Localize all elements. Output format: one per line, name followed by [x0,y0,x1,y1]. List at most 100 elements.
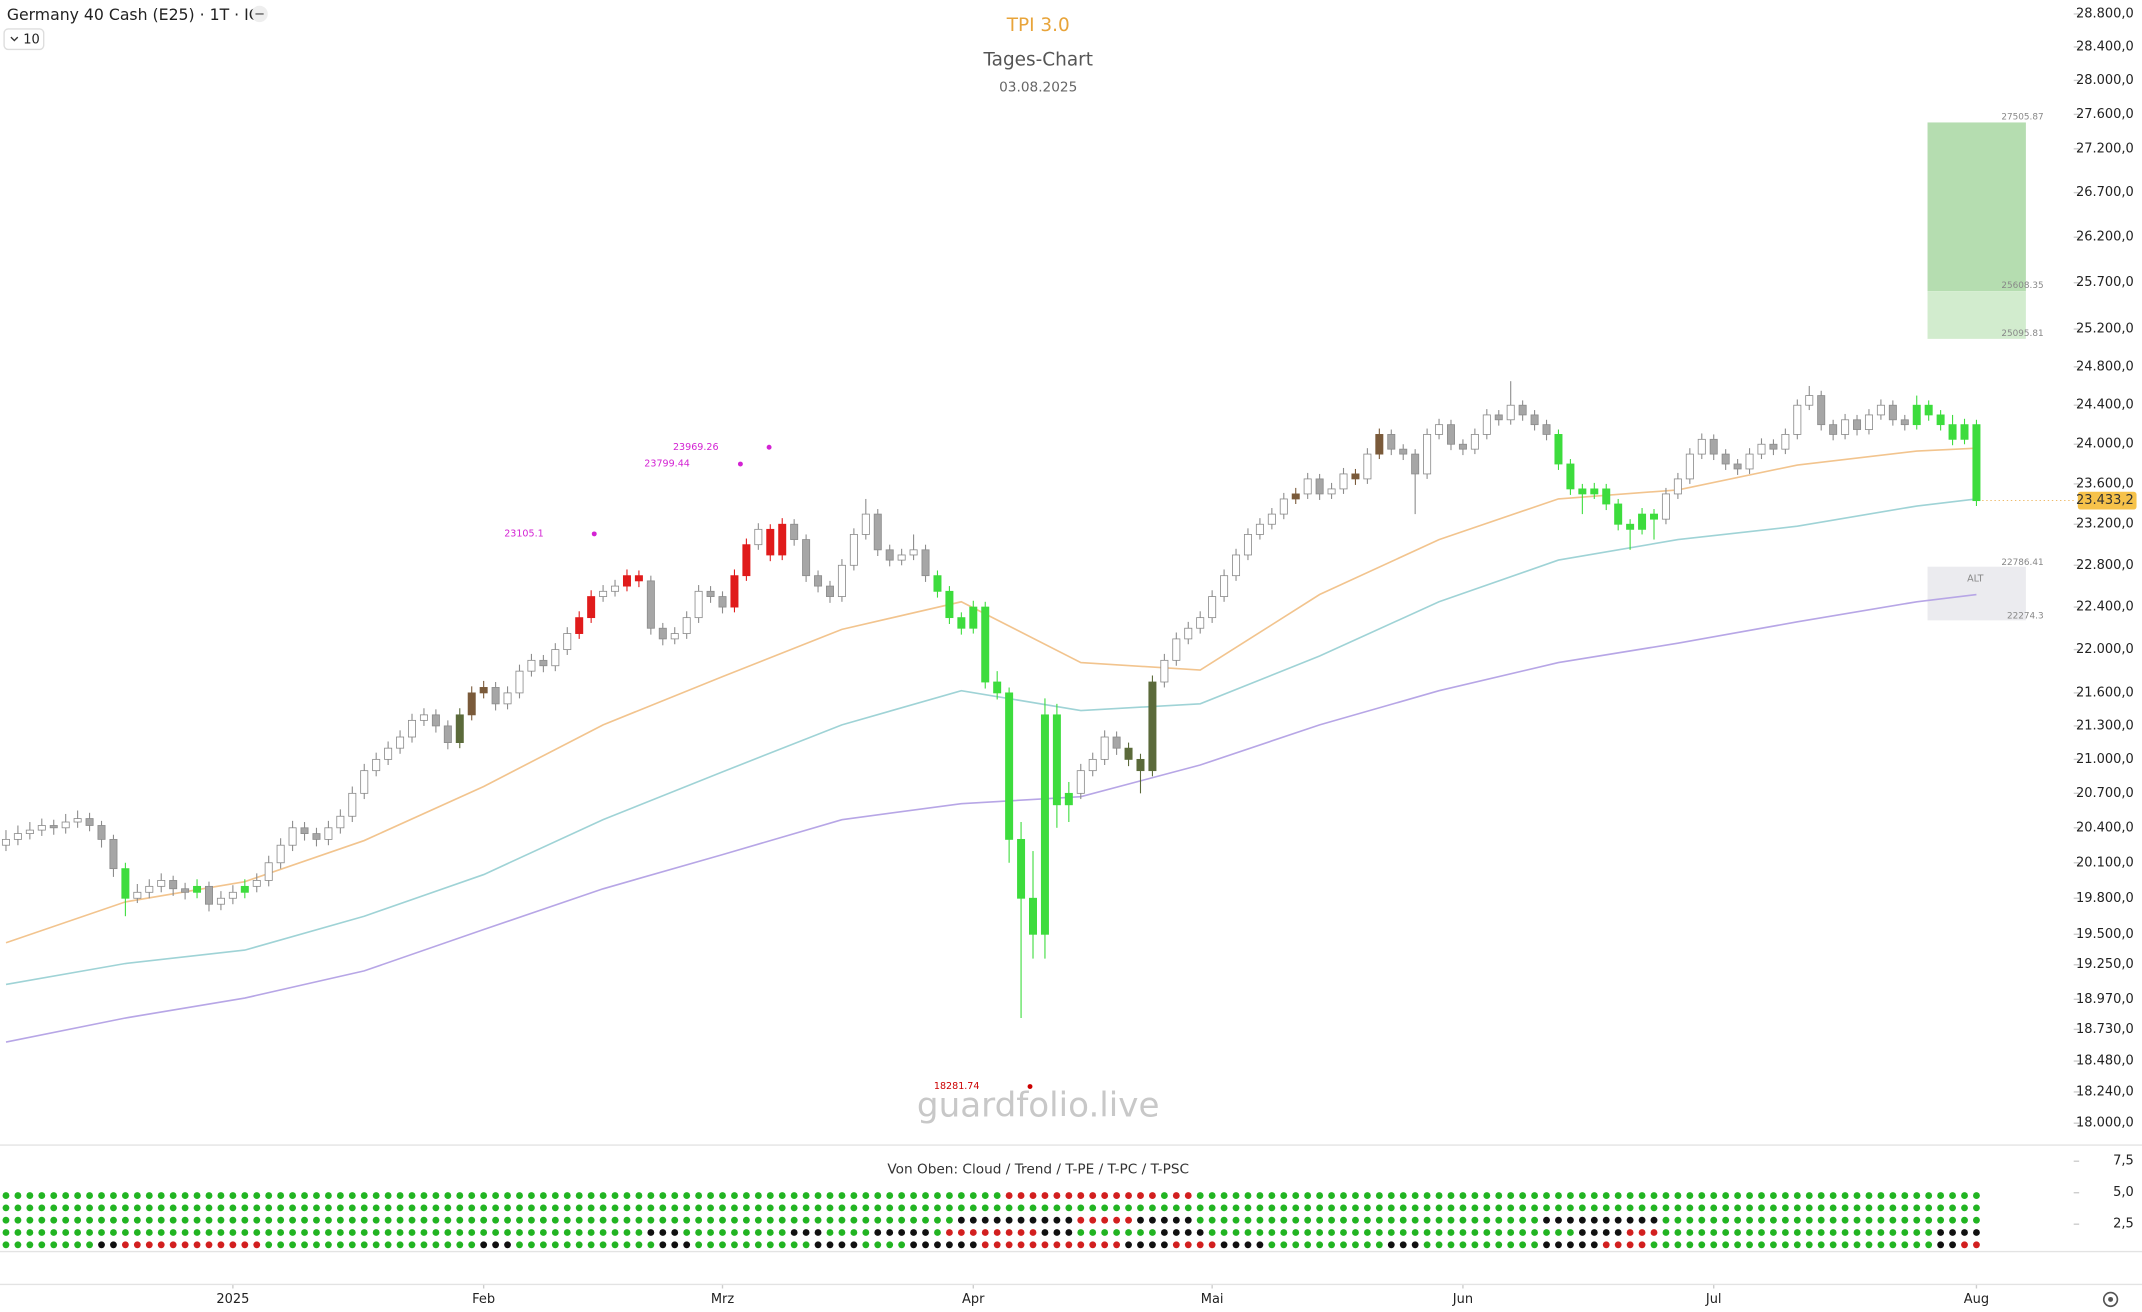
y-tick-label: 18.000,0 [2076,1116,2134,1131]
state-dot [1686,1216,1694,1224]
state-dot [229,1204,237,1212]
state-dot [539,1216,547,1224]
state-dot [1244,1204,1252,1212]
state-dot [1017,1216,1025,1224]
candle-body [1864,414,1873,430]
state-dot [50,1192,58,1200]
state-dot [348,1192,356,1200]
state-dot [396,1192,404,1200]
state-dot [659,1204,667,1212]
candle-body [1375,434,1384,455]
state-dot [1805,1204,1813,1212]
state-dot [1089,1192,1097,1200]
candle-body [1172,638,1181,661]
state-dot [229,1216,237,1224]
candle-body [1900,419,1909,426]
state-dot [1770,1241,1777,1249]
state-dot [1638,1241,1646,1249]
state-dot [313,1192,320,1200]
collapse-button[interactable] [3,28,45,51]
state-dot [1614,1204,1622,1212]
state-dot [1674,1229,1682,1236]
state-dot [1853,1216,1861,1224]
state-dot [1973,1204,1980,1212]
state-dot [1865,1216,1873,1224]
y-tick-label: 18.730,0 [2076,1022,2134,1037]
state-dot [1208,1216,1216,1224]
state-dot [1961,1229,1968,1236]
state-dot [1411,1216,1419,1224]
state-dot [528,1229,535,1236]
candle-body [1661,493,1670,520]
state-dot [1686,1241,1694,1249]
state-dot [384,1192,392,1200]
state-dot [253,1216,261,1224]
state-dot [265,1204,273,1212]
state-dot [1399,1241,1407,1249]
candle-body [37,825,46,831]
state-dot [1662,1229,1670,1236]
state-dot [1423,1192,1431,1200]
state-dot [945,1216,953,1224]
state-dot [277,1204,285,1212]
state-dot [336,1229,344,1236]
state-dot [480,1241,488,1249]
y-tick-label: 21.600,0 [2076,685,2134,700]
candle-body [1590,488,1599,495]
state-dot [1555,1229,1562,1236]
state-dot [826,1192,834,1200]
state-dot [181,1204,189,1212]
state-dot [1292,1229,1300,1236]
state-dot [1949,1229,1956,1236]
state-dot [1340,1192,1347,1200]
state-dot [707,1241,714,1249]
state-dot [838,1192,846,1200]
state-dot [993,1241,1001,1249]
state-dot [910,1229,918,1236]
state-dot [1758,1204,1765,1212]
candle-body [360,770,369,794]
state-dot [742,1216,750,1224]
panel-title: Von Oben: Cloud / Trend / T-PE / T-PC / … [887,1162,1189,1178]
state-dot [1519,1241,1527,1249]
state-dot [313,1216,320,1224]
state-dot [1507,1192,1515,1200]
state-dot [1758,1192,1765,1200]
state-dot [1543,1229,1550,1236]
state-dot [599,1204,607,1212]
candle-body [1506,404,1515,421]
state-dot [647,1216,655,1224]
state-dot [181,1192,189,1200]
state-dot [193,1216,201,1224]
candle-body [419,714,428,721]
candle-body [897,554,906,561]
state-dot [1901,1229,1909,1236]
state-dot [277,1192,285,1200]
state-dot [1184,1192,1192,1200]
state-dot [360,1192,368,1200]
state-dot [1184,1216,1192,1224]
state-dot [802,1216,810,1224]
y-tick-label: 22.000,0 [2076,642,2134,657]
settings-icon[interactable] [2102,1291,2119,1308]
state-dot [74,1216,82,1224]
candle-body [1351,473,1360,480]
state-dot [1375,1192,1383,1200]
state-dot [1375,1204,1383,1212]
state-dot [289,1229,297,1236]
state-dot [886,1204,894,1212]
candle-body [814,575,823,587]
settings-icon-center [2108,1296,2114,1302]
candle-body [1876,404,1885,416]
state-dot [145,1204,153,1212]
state-dot [1352,1229,1359,1236]
state-dot [1220,1192,1228,1200]
candle-body [336,815,345,829]
state-dot [1901,1216,1909,1224]
state-dot [778,1204,786,1212]
state-dot [719,1241,726,1249]
state-dot [695,1216,703,1224]
chart-subtitle: Tages-Chart [982,49,1092,70]
state-dot [110,1229,117,1236]
x-tick-label: Feb [472,1292,495,1307]
